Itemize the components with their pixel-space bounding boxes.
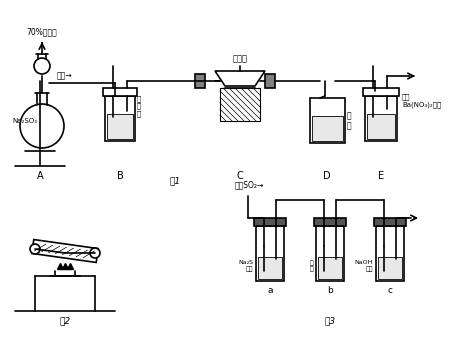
Text: D: D [323,171,330,181]
Text: 图2: 图2 [59,316,71,325]
Bar [264,74,274,88]
Circle shape [34,58,50,74]
Polygon shape [214,71,264,86]
Bar [309,98,344,143]
Text: 催化剂: 催化剂 [232,54,247,63]
Text: c: c [387,286,392,295]
Bar [255,226,283,281]
Bar [373,218,405,226]
Circle shape [90,248,100,258]
Text: 浓
硫
酸: 浓 硫 酸 [136,95,141,117]
Bar [362,88,398,96]
Text: 氯
水: 氯 水 [308,260,312,272]
Text: E: E [377,171,383,181]
Bar [315,226,343,281]
Bar [311,116,342,141]
Text: a: a [267,286,272,295]
Bar [105,96,135,141]
Text: 足量
Ba(NO₃)₂溶液: 足量 Ba(NO₃)₂溶液 [401,94,440,108]
Bar [317,257,341,279]
Bar [103,88,136,96]
Text: 氨气→: 氨气→ [57,71,72,81]
Bar [219,88,259,121]
Text: b: b [326,286,332,295]
Text: C: C [236,171,243,181]
Text: 图1: 图1 [169,176,180,185]
Text: B: B [116,171,123,181]
Text: 70%浓硫酸: 70%浓硫酸 [26,27,57,36]
Bar [377,257,401,279]
Text: NaOH
溶液: NaOH 溶液 [354,260,372,272]
Text: 足量SO₂→: 足量SO₂→ [234,180,264,189]
Text: Na₂S
溶液: Na₂S 溶液 [238,260,253,272]
Text: 冰
水: 冰 水 [346,111,351,131]
Circle shape [30,244,40,254]
Bar [253,218,285,226]
Bar [258,257,281,279]
Bar [313,218,345,226]
Text: A: A [36,171,43,181]
Bar [375,226,403,281]
Bar [366,114,394,139]
Bar [195,74,205,88]
Circle shape [20,104,64,148]
Bar [364,96,396,141]
Text: 图3: 图3 [324,316,335,325]
Text: Na₂SO₃: Na₂SO₃ [13,118,37,124]
Bar [107,114,133,139]
Bar [32,240,98,262]
